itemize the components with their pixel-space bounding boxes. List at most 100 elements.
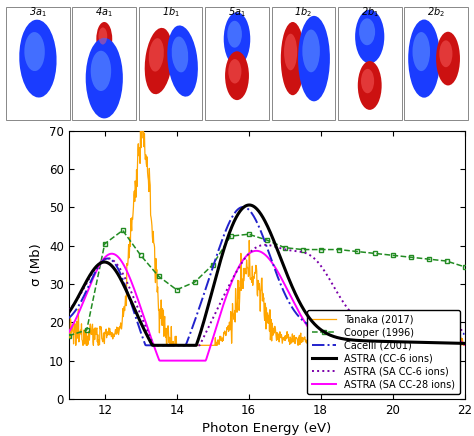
- ASTRA (SA CC-6 ions): [136, 308, 142, 313]
- ASTRA (SA CC-28 ions): [365, 353, 371, 358]
- ASTRA (CC-6 ions): [136, 316, 142, 321]
- Text: 2$b_1$: 2$b_1$: [361, 5, 379, 19]
- ASTRA (CC-6 ions): [462, 341, 467, 346]
- Ellipse shape: [302, 30, 320, 72]
- ASTRA (SA CC-28 ions): [66, 330, 72, 335]
- ASTRA (SA CC-6 ions): [301, 250, 306, 255]
- ASTRA (SA CC-6 ions): [168, 343, 174, 348]
- ASTRA (CC-6 ions): [365, 338, 371, 344]
- Cacelli (2001): [143, 343, 149, 348]
- FancyBboxPatch shape: [338, 7, 401, 119]
- Ellipse shape: [99, 27, 107, 44]
- ASTRA (SA CC-6 ions): [365, 322, 371, 327]
- Ellipse shape: [19, 20, 56, 98]
- ASTRA (CC-6 ions): [246, 202, 252, 208]
- Tanaka (2017): [348, 335, 354, 341]
- ASTRA (SA CC-6 ions): [263, 242, 268, 248]
- Ellipse shape: [228, 59, 241, 84]
- Cooper (1996): [372, 251, 377, 256]
- ASTRA (SA CC-6 ions): [151, 343, 157, 348]
- Tanaka (2017): [409, 342, 414, 347]
- Text: 2$b_2$: 2$b_2$: [427, 5, 445, 19]
- ASTRA (SA CC-28 ions): [157, 358, 163, 363]
- Ellipse shape: [355, 10, 384, 64]
- Tanaka (2017): [137, 128, 143, 133]
- Cooper (1996): [228, 234, 234, 239]
- Tanaka (2017): [236, 278, 242, 283]
- Cooper (1996): [282, 245, 287, 250]
- Ellipse shape: [172, 37, 188, 72]
- ASTRA (CC-6 ions): [66, 310, 72, 315]
- Cooper (1996): [246, 232, 252, 237]
- Text: 1$b_2$: 1$b_2$: [294, 5, 312, 19]
- FancyBboxPatch shape: [205, 7, 269, 119]
- ASTRA (CC-6 ions): [168, 343, 174, 348]
- Ellipse shape: [412, 32, 430, 71]
- X-axis label: Photon Energy (eV): Photon Energy (eV): [202, 422, 331, 436]
- Cooper (1996): [84, 327, 90, 333]
- Cooper (1996): [120, 228, 126, 233]
- Tanaka (2017): [365, 338, 371, 343]
- Ellipse shape: [224, 12, 250, 66]
- Cacelli (2001): [136, 324, 142, 329]
- ASTRA (SA CC-28 ions): [168, 358, 174, 363]
- Cooper (1996): [390, 253, 395, 258]
- ASTRA (CC-6 ions): [331, 334, 337, 339]
- Ellipse shape: [96, 22, 112, 56]
- Cacelli (2001): [365, 329, 371, 334]
- Ellipse shape: [228, 21, 242, 48]
- Ellipse shape: [86, 38, 123, 119]
- Cooper (1996): [102, 241, 108, 246]
- Ellipse shape: [439, 41, 453, 67]
- Cooper (1996): [300, 247, 305, 252]
- Cacelli (2001): [462, 331, 467, 337]
- Ellipse shape: [408, 20, 440, 98]
- FancyBboxPatch shape: [6, 7, 70, 119]
- Ellipse shape: [359, 18, 375, 45]
- ASTRA (CC-6 ions): [301, 306, 306, 311]
- Tanaka (2017): [73, 343, 79, 348]
- ASTRA (SA CC-28 ions): [331, 349, 337, 354]
- Cacelli (2001): [301, 318, 306, 324]
- Cooper (1996): [66, 333, 72, 338]
- ASTRA (SA CC-6 ions): [246, 252, 251, 257]
- Cacelli (2001): [66, 316, 72, 321]
- ASTRA (CC-6 ions): [246, 202, 251, 208]
- Legend: Tanaka (2017), Cooper (1996), Cacelli (2001), ASTRA (CC-6 ions), ASTRA (SA CC-6 : Tanaka (2017), Cooper (1996), Cacelli (2…: [307, 310, 460, 394]
- Ellipse shape: [281, 22, 305, 95]
- ASTRA (SA CC-6 ions): [331, 285, 337, 290]
- Cooper (1996): [210, 262, 216, 267]
- Line: Tanaka (2017): Tanaka (2017): [69, 131, 465, 345]
- ASTRA (SA CC-28 ions): [462, 342, 467, 347]
- Tanaka (2017): [109, 331, 115, 337]
- ASTRA (SA CC-6 ions): [462, 327, 467, 333]
- FancyBboxPatch shape: [73, 7, 136, 119]
- ASTRA (SA CC-28 ions): [254, 248, 259, 253]
- Ellipse shape: [358, 61, 382, 110]
- Cooper (1996): [462, 264, 467, 269]
- Cooper (1996): [156, 274, 162, 279]
- Ellipse shape: [145, 28, 173, 94]
- ASTRA (SA CC-28 ions): [301, 317, 306, 322]
- Cooper (1996): [192, 279, 198, 285]
- Text: 3$a_1$: 3$a_1$: [29, 5, 47, 19]
- Cacelli (2001): [240, 204, 246, 210]
- FancyBboxPatch shape: [139, 7, 202, 119]
- Y-axis label: σ (Mb): σ (Mb): [30, 243, 44, 286]
- Cooper (1996): [318, 247, 323, 252]
- Tanaka (2017): [462, 343, 467, 348]
- ASTRA (SA CC-28 ions): [246, 252, 251, 257]
- Ellipse shape: [167, 25, 198, 97]
- Line: ASTRA (SA CC-28 ions): ASTRA (SA CC-28 ions): [69, 251, 465, 361]
- ASTRA (CC-6 ions): [150, 343, 155, 348]
- Cacelli (2001): [331, 328, 337, 334]
- FancyBboxPatch shape: [404, 7, 468, 119]
- Cooper (1996): [426, 256, 431, 262]
- Ellipse shape: [284, 34, 297, 70]
- Line: Cacelli (2001): Cacelli (2001): [69, 207, 465, 345]
- Line: ASTRA (SA CC-6 ions): ASTRA (SA CC-6 ions): [69, 245, 465, 345]
- ASTRA (SA CC-6 ions): [66, 307, 72, 313]
- Text: 5$a_1$: 5$a_1$: [228, 5, 246, 19]
- Line: ASTRA (CC-6 ions): ASTRA (CC-6 ions): [69, 205, 465, 345]
- Cacelli (2001): [246, 208, 252, 213]
